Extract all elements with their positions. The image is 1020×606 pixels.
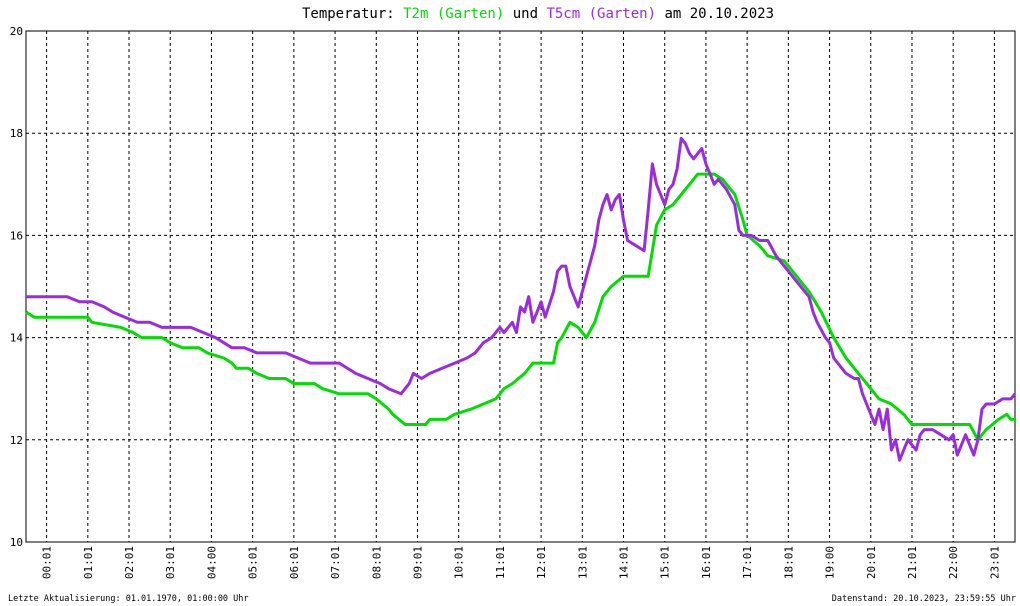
y-tick-label: 20 xyxy=(10,25,23,38)
title-part-0: Temperatur: xyxy=(302,6,403,22)
y-tick-label: 14 xyxy=(10,332,24,345)
x-tick-label: 23:01 xyxy=(988,546,1001,579)
x-tick-label: 16:01 xyxy=(700,546,713,579)
series-line-t2m xyxy=(25,172,1015,442)
x-tick-label: 08:01 xyxy=(370,546,383,579)
x-tick-label: 14:01 xyxy=(618,546,631,579)
title-part-4: am 20.10.2023 xyxy=(656,6,774,22)
x-tick-label: 13:01 xyxy=(576,546,589,579)
title-part-2: und xyxy=(504,6,546,22)
grid-lines xyxy=(26,31,1015,542)
x-tick-label: 09:01 xyxy=(411,546,424,579)
x-tick-label: 01:01 xyxy=(82,546,95,579)
title-part-1: T2m (Garten) xyxy=(403,6,504,22)
x-tick-labels: 00:01 01:01 02:01 03:01 04:00 05:01 06:01 07:01… xyxy=(41,546,1002,579)
x-tick-label: 06:01 xyxy=(288,546,301,579)
x-tick-label: 07:01 xyxy=(329,546,342,579)
x-tick-label: 19:00 xyxy=(824,546,837,579)
x-tick-label: 02:01 xyxy=(123,546,136,579)
x-tick-label: 03:01 xyxy=(164,546,177,579)
x-tick-label: 00:01 xyxy=(41,546,54,579)
y-tick-label: 12 xyxy=(10,434,23,447)
x-tick-label: 05:01 xyxy=(247,546,260,579)
x-tick-label: 10:01 xyxy=(453,546,466,579)
x-tick-label: 15:01 xyxy=(659,546,672,579)
x-tick-label: 12:01 xyxy=(535,546,548,579)
footer-data-status: Datenstand: 20.10.2023, 23:59:55 Uhr xyxy=(832,594,1016,604)
x-tick-label: 22:00 xyxy=(947,546,960,579)
x-tick-label: 20:01 xyxy=(865,546,878,579)
series-line-t5cm xyxy=(26,136,1017,462)
footer-last-update: Letzte Aktualisierung: 01.01.1970, 01:00… xyxy=(8,594,249,604)
x-tick-label: 17:01 xyxy=(741,546,754,579)
y-tick-label: 10 xyxy=(10,536,23,549)
series-lines xyxy=(25,136,1017,462)
title-part-3: T5cm (Garten) xyxy=(546,6,656,22)
x-tick-label: 21:01 xyxy=(906,546,919,579)
x-tick-label: 18:01 xyxy=(782,546,795,579)
y-tick-labels: 10 12 14 16 18 20 xyxy=(10,25,24,549)
x-tick-label: 11:01 xyxy=(494,546,507,579)
x-tick-label: 04:00 xyxy=(205,546,218,579)
plot-area xyxy=(25,30,1016,543)
y-tick-label: 18 xyxy=(10,127,23,140)
chart-title: Temperatur: T2m (Garten) und T5cm (Garte… xyxy=(302,6,774,22)
y-tick-label: 16 xyxy=(10,229,23,242)
